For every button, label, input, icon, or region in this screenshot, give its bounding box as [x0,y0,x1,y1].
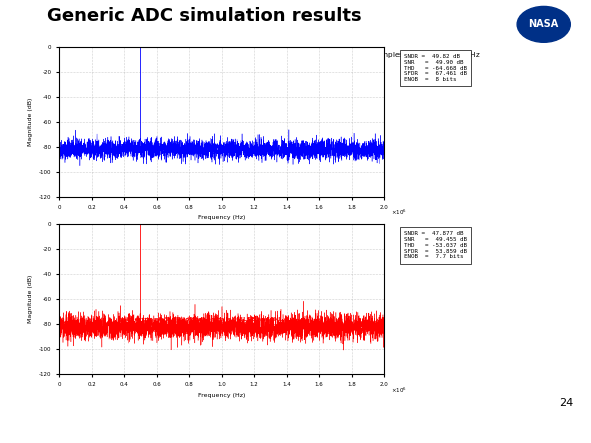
Text: PSD plot for 8-bit generic ADC with 0 dB input signal f$_{in}$ of 500.977KHz, Sa: PSD plot for 8-bit generic ADC with 0 dB… [111,51,480,61]
Text: SNDR =  49.82 dB
SNR   =  49.90 dB
THD   = -64.668 dB
SFDR  =  67.461 dB
ENOB  =: SNDR = 49.82 dB SNR = 49.90 dB THD = -64… [404,54,467,82]
Text: SNDR =  47.877 dB
SNR   =  49.455 dB
THD   = -53.037 dB
SFDR  =  53.859 dB
ENOB : SNDR = 47.877 dB SNR = 49.455 dB THD = -… [404,231,467,260]
Y-axis label: Magnitude (dB): Magnitude (dB) [28,275,34,323]
Text: NASA Goddard Space Flight Center
Code 564 Microelectronic and Signal Processing: NASA Goddard Space Flight Center Code 56… [411,424,561,435]
X-axis label: Frequency (Hz): Frequency (Hz) [198,215,245,220]
Text: NASA: NASA [528,19,559,29]
Circle shape [517,6,570,43]
Text: 24: 24 [559,398,573,408]
Y-axis label: Magnitude (dB): Magnitude (dB) [28,97,34,146]
Text: Behavioral Modeling of ADCs using Verilog-A
                 by George Suárez: Behavioral Modeling of ADCs using Verilo… [30,424,170,436]
Text: Generic ADC simulation results: Generic ADC simulation results [47,7,362,24]
Text: gain error =0.5LSB, offset error = 0.5LSB and INL =
0.5LSB: gain error =0.5LSB, offset error = 0.5LS… [118,317,289,328]
X-axis label: Frequency (Hz): Frequency (Hz) [198,392,245,397]
Text: $\times 10^6$: $\times 10^6$ [391,385,407,395]
Text: $\times 10^6$: $\times 10^6$ [391,208,407,218]
